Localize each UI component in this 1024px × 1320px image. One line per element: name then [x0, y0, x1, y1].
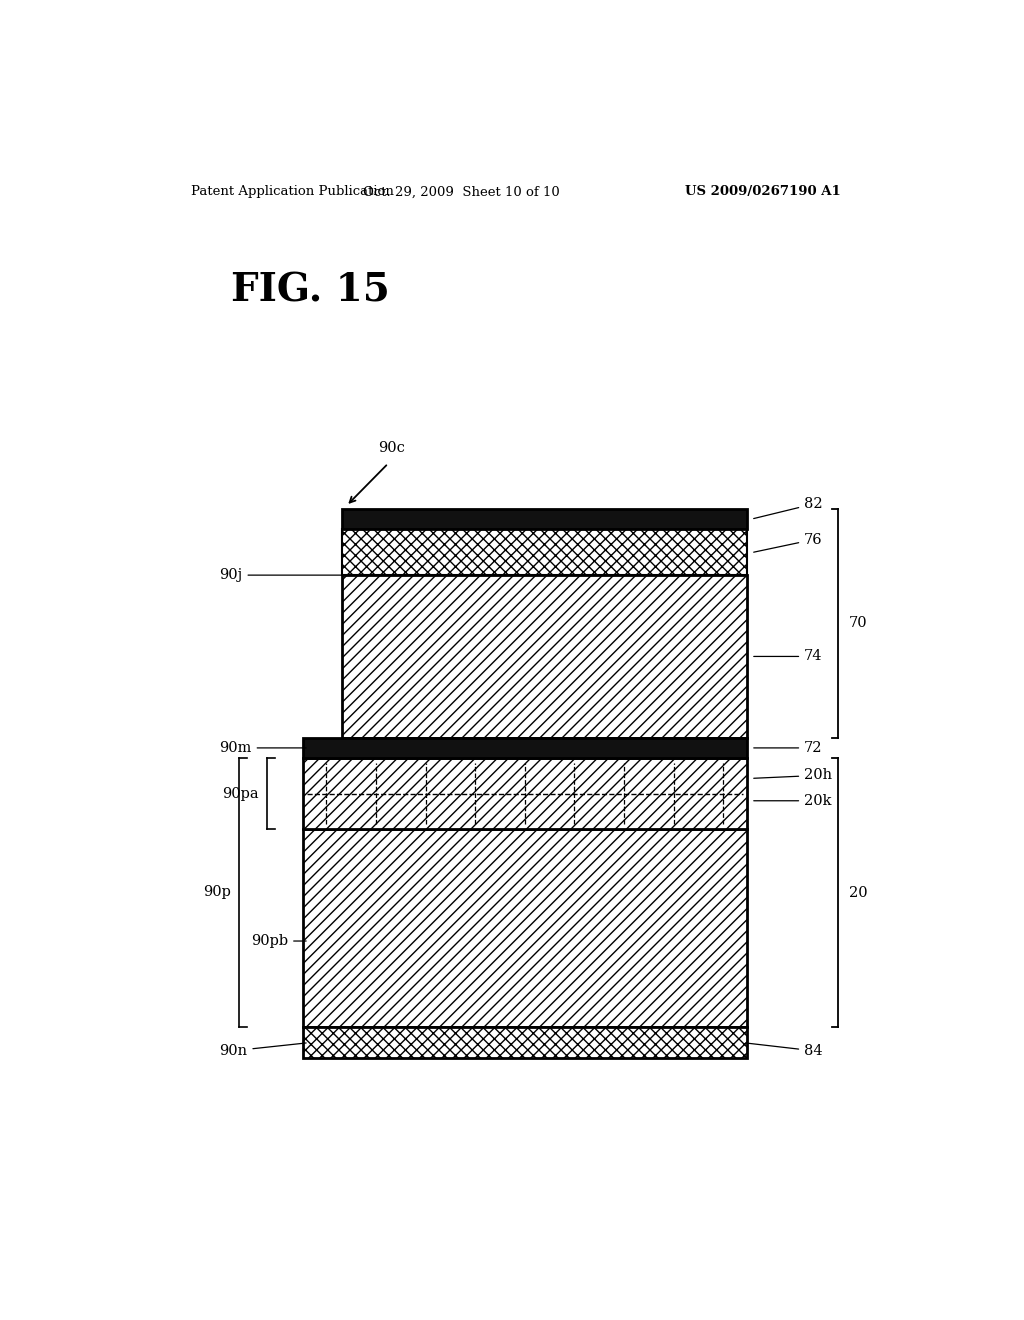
Text: 20h: 20h: [754, 768, 833, 783]
Text: 20k: 20k: [754, 793, 831, 808]
Text: 76: 76: [754, 532, 822, 552]
Bar: [303, 1027, 748, 1057]
Text: 90c: 90c: [378, 441, 404, 455]
Text: FIG. 15: FIG. 15: [231, 272, 390, 309]
Text: 90pb: 90pb: [251, 935, 306, 948]
Text: 84: 84: [745, 1043, 822, 1057]
Text: 74: 74: [754, 649, 822, 664]
Bar: [342, 529, 748, 576]
Text: Patent Application Publication: Patent Application Publication: [191, 185, 394, 198]
Text: 82: 82: [754, 496, 822, 519]
Text: 90j: 90j: [219, 568, 343, 582]
Bar: [303, 829, 748, 1027]
Text: 90p: 90p: [204, 886, 231, 899]
Text: 90pa: 90pa: [222, 787, 259, 801]
Bar: [303, 758, 748, 829]
Bar: [342, 510, 748, 529]
Text: 70: 70: [849, 616, 867, 631]
Text: 90m: 90m: [219, 741, 306, 755]
Text: US 2009/0267190 A1: US 2009/0267190 A1: [685, 185, 841, 198]
Text: 20: 20: [849, 886, 867, 900]
Text: 90n: 90n: [219, 1043, 306, 1057]
Bar: [303, 738, 748, 758]
Text: Oct. 29, 2009  Sheet 10 of 10: Oct. 29, 2009 Sheet 10 of 10: [362, 185, 560, 198]
Text: 72: 72: [754, 741, 822, 755]
Bar: [342, 576, 748, 738]
